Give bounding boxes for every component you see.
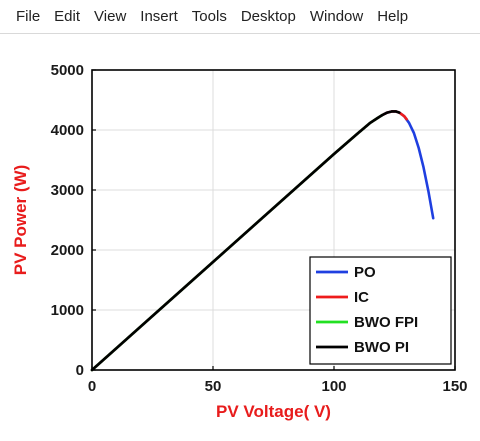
legend-label: IC [354, 289, 369, 306]
x-tick-label: 0 [88, 378, 96, 395]
legend-label: PO [354, 264, 376, 281]
menu-desktop[interactable]: Desktop [240, 8, 296, 25]
menu-edit[interactable]: Edit [54, 8, 81, 25]
menu-insert[interactable]: Insert [140, 8, 178, 25]
menu-view[interactable]: View [94, 8, 127, 25]
tick-labels: 0 50 100 150 0 1000 2000 3000 4000 5000 [51, 62, 468, 395]
series-lines [90, 110, 435, 372]
legend-label: BWO PI [354, 339, 409, 356]
y-tick-label: 5000 [51, 62, 84, 79]
legend: PO IC BWO FPI BWO PI [309, 256, 452, 365]
y-tick-label: 2000 [51, 242, 84, 259]
legend-label: BWO FPI [354, 314, 418, 331]
y-tick-label: 1000 [51, 302, 84, 319]
menu-bar: File Edit View Insert Tools Desktop Wind… [0, 0, 480, 34]
menu-help[interactable]: Help [377, 8, 409, 25]
y-axis-label: PV Power (W) [11, 165, 30, 276]
plot-frame [91, 69, 456, 371]
pv-power-chart: 0 50 100 150 0 1000 2000 3000 4000 5000 PV Power … [11, 62, 468, 421]
figure-area: 0 50 100 150 0 1000 2000 3000 4000 5000 PV Power … [0, 35, 480, 441]
x-tick-label: 50 [205, 378, 222, 395]
x-tick-label: 150 [442, 378, 467, 395]
menu-file[interactable]: File [16, 8, 41, 25]
y-tick-label: 3000 [51, 182, 84, 199]
series-line-bwo-pi [90, 110, 401, 372]
x-axis-label: PV Voltage( V) [216, 402, 331, 421]
y-tick-label: 4000 [51, 122, 84, 139]
x-tick-label: 100 [321, 378, 346, 395]
menu-tools[interactable]: Tools [191, 8, 227, 25]
menu-window[interactable]: Window [309, 8, 364, 25]
y-tick-label: 0 [76, 362, 84, 379]
